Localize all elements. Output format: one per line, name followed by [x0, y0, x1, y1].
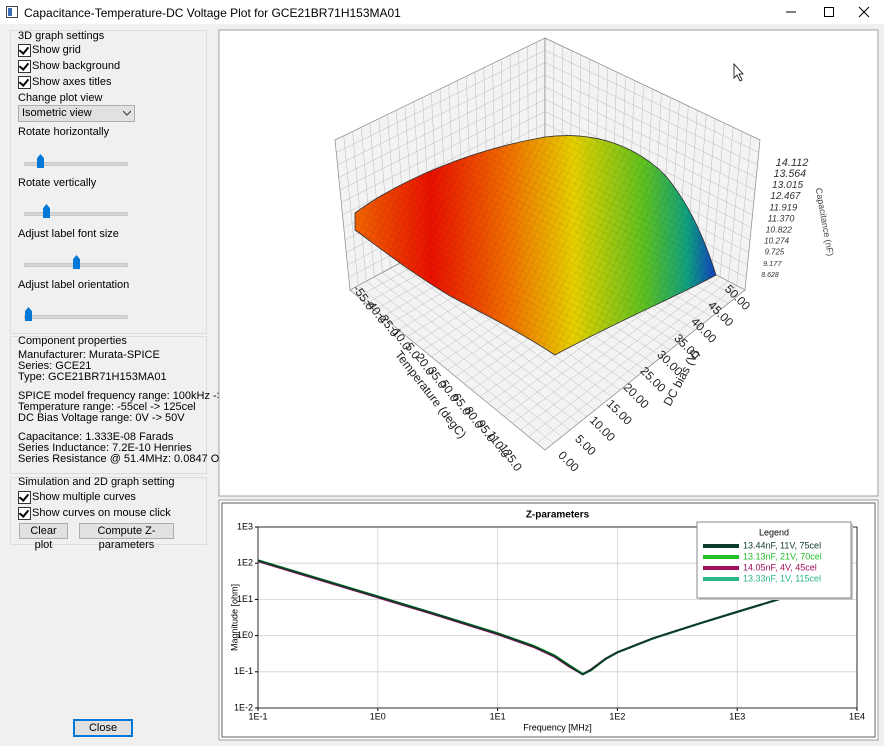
dropdown-value: Isometric view: [22, 107, 92, 119]
legend-label: 13.13nF, 21V, 70cel: [743, 551, 822, 561]
slider[interactable]: [24, 204, 128, 220]
y-tick-label: 1E0: [237, 630, 253, 640]
slider[interactable]: [24, 307, 128, 323]
wall-grid: [520, 276, 721, 431]
label: Change plot view: [18, 92, 103, 104]
wall-grid: [544, 50, 759, 153]
x-tick-label: 1E1: [490, 711, 506, 721]
legend-label: 13.33nF, 1V, 115cel: [743, 573, 821, 583]
legend-label: 14.05nF, 4V, 45cel: [743, 562, 817, 572]
title-bar: Capacitance-Temperature-DC Voltage Plot …: [0, 0, 884, 24]
checkbox[interactable]: Show curves on mouse click: [18, 507, 171, 520]
capacitance-tick-label: 10.822: [766, 224, 793, 234]
label: Rotate vertically: [18, 177, 97, 189]
wall-grid: [536, 285, 737, 444]
y-tick-label: 1E3: [237, 521, 253, 531]
slider[interactable]: [24, 154, 128, 170]
capacitance-tick-label: 11.919: [769, 201, 798, 212]
wall-grid: [528, 281, 729, 437]
property-line: Series Inductance: 7.2E-10 Henries: [18, 442, 192, 454]
x-axis-title: Frequency [MHz]: [523, 722, 592, 732]
series-line: [258, 559, 795, 676]
property-line: DC Bias Voltage range: 0V -> 50V: [18, 412, 185, 424]
close-button[interactable]: Close: [73, 719, 133, 737]
wall-grid: [342, 111, 546, 216]
y-tick-label: 1E-2: [234, 702, 253, 712]
checkbox[interactable]: Show multiple curves: [18, 491, 136, 504]
legend-title: Legend: [759, 527, 789, 537]
capacitance-tick-label: 9.725: [765, 248, 785, 257]
property-line: SPICE model frequency range: 100kHz -> 6…: [18, 390, 255, 402]
group-title: 3D graph settings: [18, 30, 105, 42]
property-line: Capacitance: 1.333E-08 Farads: [18, 431, 174, 443]
x-tick-label: 1E2: [609, 711, 625, 721]
property-line: Temperature range: -55cel -> 125cel: [18, 401, 196, 413]
wall-grid: [512, 272, 712, 424]
capacitance-tick-label: 9.177: [763, 259, 782, 268]
property-line: Type: GCE21BR71H153MA01: [18, 371, 167, 383]
label: Adjust label font size: [18, 228, 119, 240]
capacitance-tick-label: 13.015: [772, 180, 803, 191]
slider[interactable]: [24, 255, 128, 271]
property-line: Manufacturer: Murata-SPICE: [18, 349, 160, 361]
graph-settings-group: [10, 30, 207, 334]
window-title: Capacitance-Temperature-DC Voltage Plot …: [24, 6, 401, 20]
chart-title: Z-parameters: [526, 510, 590, 521]
property-line: Series: GCE21: [18, 360, 92, 372]
y-tick-label: 1E2: [237, 558, 253, 568]
capacitance-tick-label: 10.274: [764, 237, 789, 246]
dropdown-arrow: [123, 110, 131, 116]
component-group: [10, 336, 207, 474]
property-line: Series Resistance @ 51.4MHz: 0.0847 Ohms: [18, 453, 241, 465]
y-axis-title: Magnitude [ohm]: [229, 584, 239, 651]
window-controls[interactable]: [770, 0, 884, 24]
button[interactable]: Compute Z-parameters: [79, 523, 174, 551]
mouse-cursor: [733, 62, 744, 82]
legend-box: [696, 521, 852, 599]
simulation-group: [10, 477, 207, 545]
checkbox[interactable]: Show background: [18, 60, 120, 73]
y-tick-label: 1E1: [237, 594, 253, 604]
capacitance-tick-label: 13.564: [774, 168, 807, 180]
capacitance-tick-label: 14.112: [776, 157, 809, 169]
wall-grid: [336, 50, 546, 153]
label: Rotate horizontally: [18, 126, 110, 138]
wall-grid: [544, 86, 756, 191]
label: Adjust label orientation: [18, 279, 130, 291]
x-tick-label: 1E-1: [248, 711, 267, 721]
wall-grid: [339, 86, 546, 191]
y-tick-label: 1E-1: [234, 666, 253, 676]
app-icon: [6, 6, 18, 18]
checkbox[interactable]: Show axes titles: [18, 76, 111, 89]
capacitance-tick-label: 8.628: [761, 272, 779, 279]
wall-grid: [338, 74, 546, 178]
group-title: Component properties: [18, 335, 127, 347]
surface-mesh: [355, 135, 716, 355]
dropdown[interactable]: Isometric view: [18, 105, 135, 122]
group-title: Simulation and 2D graph setting: [18, 476, 175, 488]
wall-grid: [544, 74, 757, 178]
checkbox[interactable]: Show grid: [18, 44, 81, 57]
x-tick-label: 1E0: [370, 711, 386, 721]
wall-grid: [337, 62, 546, 166]
wall-grid: [341, 99, 546, 203]
capacitance-tick-label: 11.370: [768, 213, 795, 223]
button[interactable]: Clear plot: [19, 523, 68, 551]
wall-grid: [544, 62, 758, 166]
legend-label: 13.44nF, 11V, 75cel: [743, 540, 821, 550]
plot-area: [257, 526, 858, 709]
wall-grid: [544, 99, 754, 203]
x-tick-label: 1E4: [849, 711, 865, 721]
capacitance-tick-label: 12.467: [770, 191, 801, 202]
x-tick-label: 1E3: [729, 711, 745, 721]
